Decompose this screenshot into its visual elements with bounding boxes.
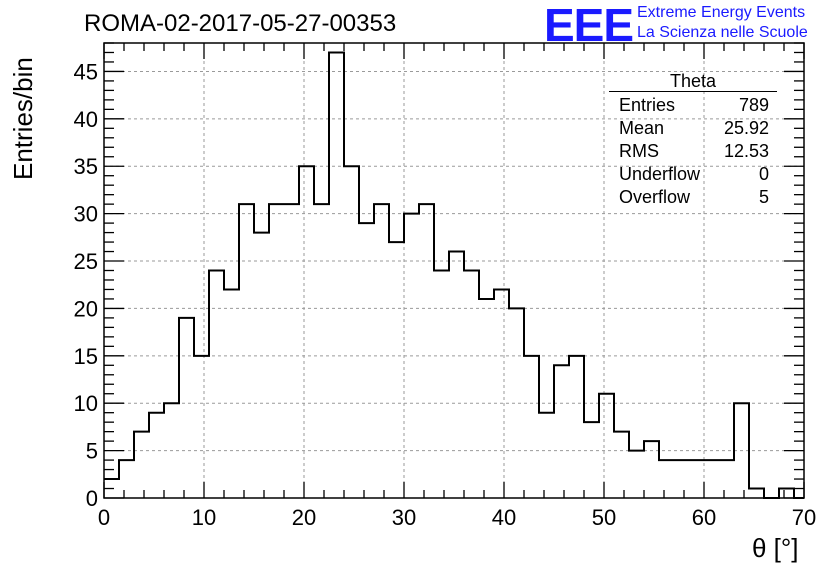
stats-row-mean: Mean 25.92 (609, 117, 777, 140)
stats-label: Mean (619, 118, 665, 138)
eee-logo: EEE (544, 0, 634, 51)
stats-row-entries: Entries 789 (609, 94, 777, 117)
x-tick-label: 0 (98, 505, 110, 530)
stats-label: RMS (619, 141, 659, 161)
run-title: ROMA-02-2017-05-27-00353 (84, 10, 397, 37)
stats-row-underflow: Underflow 0 (609, 163, 777, 186)
y-tick-label: 5 (86, 439, 98, 464)
y-tick-label: 0 (86, 486, 98, 511)
x-tick-label: 20 (292, 505, 316, 530)
stats-box: Theta Entries 789 Mean 25.92 RMS 12.53 U… (609, 71, 777, 209)
x-axis-label: θ [°] (752, 533, 799, 563)
logo-caption: Extreme Energy Events La Scienza nelle S… (637, 3, 808, 43)
stats-row-rms: RMS 12.53 (609, 140, 777, 163)
stats-label: Entries (619, 95, 676, 115)
y-tick-label: 30 (74, 202, 98, 227)
y-axis-label: Entries/bin (8, 57, 38, 180)
y-tick-label: 40 (74, 107, 98, 132)
x-tick-label: 60 (692, 505, 716, 530)
plot-frame (103, 42, 805, 499)
stats-value: 25.92 (723, 118, 769, 138)
y-tick-label: 45 (74, 59, 98, 84)
x-tick-label: 10 (192, 505, 216, 530)
y-tick-label: 35 (74, 154, 98, 179)
x-tick-label: 40 (492, 505, 516, 530)
x-tick-label: 50 (592, 505, 616, 530)
stats-row-overflow: Overflow 5 (609, 186, 777, 209)
histogram-step-line (104, 51, 804, 499)
stats-label: Underflow (619, 164, 701, 184)
x-tick-label: 70 (792, 505, 816, 530)
y-tick-label: 25 (74, 249, 98, 274)
y-tick-label: 10 (74, 391, 98, 416)
stats-label: Overflow (619, 187, 691, 207)
stats-value: 12.53 (723, 141, 769, 161)
y-tick-label: 15 (74, 344, 98, 369)
stats-box-title: Theta (609, 71, 777, 92)
grid-lines (104, 43, 804, 498)
logo-caption-line1: Extreme Energy Events (637, 4, 806, 21)
stats-value: 5 (758, 187, 769, 207)
logo-caption-line2: La Scienza nelle Scuole (637, 24, 808, 41)
y-tick-label: 20 (74, 296, 98, 321)
stats-value: 789 (738, 95, 769, 115)
x-tick-label: 30 (392, 505, 416, 530)
stats-value: 0 (758, 164, 769, 184)
